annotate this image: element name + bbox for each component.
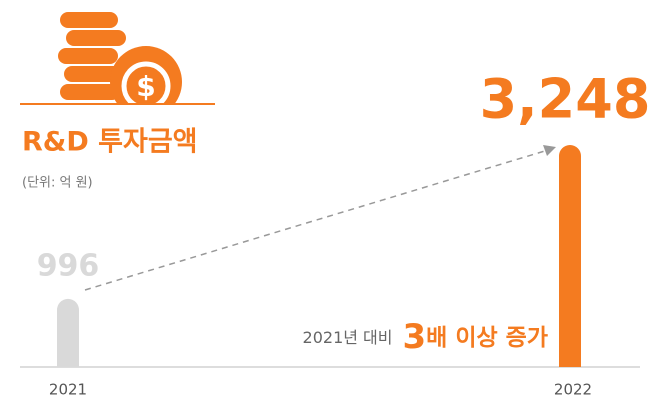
annotation-emphasis: 3 <box>403 317 427 357</box>
value-label: 996 <box>37 248 100 283</box>
chart-subtitle: (단위: 억 원) <box>22 176 93 191</box>
bar <box>559 145 581 367</box>
coins-icon: $ <box>20 12 220 123</box>
trend-arrow <box>84 149 549 291</box>
x-tick-label: 2021 <box>49 381 87 399</box>
chart-title: R&D 투자금액 <box>22 127 198 158</box>
value-label: 3,248 <box>480 68 651 131</box>
arrow-head <box>543 145 556 156</box>
annotation-suffix: 배 이상 증가 <box>426 325 548 351</box>
annotation-prefix: 2021년 대비 <box>303 328 393 347</box>
bar <box>57 298 79 367</box>
svg-text:$: $ <box>136 70 155 103</box>
x-tick-label: 2022 <box>554 381 592 399</box>
annotation: 2021년 대비 3배 이상 증가 <box>303 317 548 357</box>
